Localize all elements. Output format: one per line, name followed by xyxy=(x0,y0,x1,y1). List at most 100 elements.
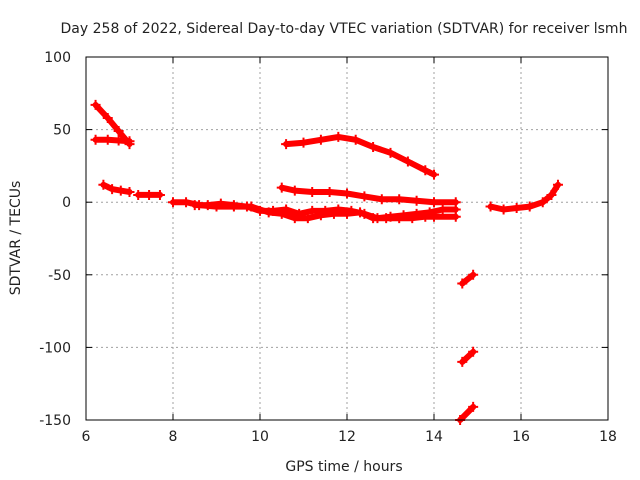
series-arc-2 xyxy=(90,134,135,147)
data-point xyxy=(546,189,557,200)
x-tick-label: 14 xyxy=(425,429,443,445)
data-point xyxy=(524,201,535,212)
data-point xyxy=(376,194,387,205)
y-tick-label: 0 xyxy=(62,195,71,211)
data-point xyxy=(333,204,344,215)
data-point xyxy=(402,156,413,167)
data-point xyxy=(420,165,431,176)
y-tick-label: -50 xyxy=(48,268,71,284)
series-arc-9 xyxy=(485,179,563,215)
series-arc-6 xyxy=(189,198,461,224)
data-point xyxy=(372,213,383,224)
x-tick-label: 10 xyxy=(251,429,269,445)
data-point xyxy=(276,182,287,193)
data-point xyxy=(124,136,135,147)
y-axis-label: SDTVAR / TECUs xyxy=(8,181,24,296)
data-point xyxy=(350,134,361,145)
y-tick-label: 100 xyxy=(44,50,71,66)
x-tick-label: 18 xyxy=(599,429,617,445)
data-point xyxy=(168,197,178,208)
data-point xyxy=(289,185,300,196)
data-point xyxy=(346,205,357,216)
data-point xyxy=(394,194,405,205)
data-point xyxy=(102,112,113,123)
data-point xyxy=(468,401,479,412)
data-point xyxy=(315,134,326,145)
data-point xyxy=(359,208,370,219)
data-point xyxy=(424,207,435,218)
data-point xyxy=(189,200,200,211)
data-point xyxy=(202,200,213,211)
data-point xyxy=(324,187,335,198)
data-point xyxy=(485,201,496,212)
series-arc-1 xyxy=(90,99,135,150)
data-point xyxy=(255,205,265,216)
data-point xyxy=(429,197,439,208)
x-tick-label: 8 xyxy=(169,429,178,445)
data-point xyxy=(411,208,422,219)
data-point xyxy=(281,204,292,215)
data-point xyxy=(90,134,101,145)
data-point xyxy=(113,135,124,146)
data-point xyxy=(298,137,309,148)
data-point xyxy=(133,189,144,200)
data-point xyxy=(90,99,101,110)
data-point xyxy=(294,208,305,219)
data-point xyxy=(181,197,192,208)
series-line xyxy=(92,101,133,148)
data-point xyxy=(215,198,226,209)
data-point xyxy=(333,131,344,142)
data-point xyxy=(281,139,292,150)
data-point xyxy=(113,126,124,137)
chart-title: Day 258 of 2022, Sidereal Day-to-day VTE… xyxy=(61,21,628,37)
data-point xyxy=(537,197,548,208)
data-point xyxy=(307,187,318,198)
data-point xyxy=(102,134,113,145)
y-tick-label: 50 xyxy=(53,123,71,139)
data-point xyxy=(552,179,563,190)
series-arc-8 xyxy=(281,131,439,180)
data-point xyxy=(320,205,331,216)
data-point xyxy=(342,188,352,199)
series-arc-10 xyxy=(457,269,479,289)
data-point xyxy=(385,147,396,158)
data-point xyxy=(368,142,379,153)
series-line xyxy=(459,348,477,365)
data-point xyxy=(98,179,109,190)
data-point xyxy=(385,211,396,222)
y-tick-label: -100 xyxy=(39,340,71,356)
data-point xyxy=(268,205,279,216)
data-point xyxy=(429,169,439,180)
series-arc-4 xyxy=(133,189,165,200)
x-tick-label: 16 xyxy=(512,429,530,445)
series-layer xyxy=(90,99,563,425)
series-line xyxy=(457,403,477,423)
series-line xyxy=(459,271,477,287)
data-point xyxy=(437,204,448,215)
data-point xyxy=(450,197,461,208)
data-point xyxy=(144,189,155,200)
data-point xyxy=(468,346,479,357)
y-tick-label: -150 xyxy=(39,413,71,429)
tick-layer: 6 8 10 12 14 16 18 100 50 0 -50 -100 -150 xyxy=(39,50,617,445)
data-point xyxy=(241,201,252,212)
x-tick-label: 12 xyxy=(338,429,356,445)
data-point xyxy=(359,191,370,202)
data-point xyxy=(468,269,479,280)
data-point xyxy=(307,205,318,216)
data-point xyxy=(228,200,239,211)
data-point xyxy=(457,356,468,367)
data-point xyxy=(398,210,409,221)
data-point xyxy=(154,189,165,200)
series-line xyxy=(92,136,133,145)
data-point xyxy=(457,278,468,289)
series-arc-7 xyxy=(276,182,461,208)
data-point xyxy=(124,187,135,198)
series-line xyxy=(283,133,437,178)
data-point xyxy=(498,204,509,215)
x-tick-label: 6 xyxy=(82,429,91,445)
series-arc-3 xyxy=(98,179,135,198)
x-axis-label: GPS time / hours xyxy=(285,459,402,475)
data-point xyxy=(115,185,126,196)
